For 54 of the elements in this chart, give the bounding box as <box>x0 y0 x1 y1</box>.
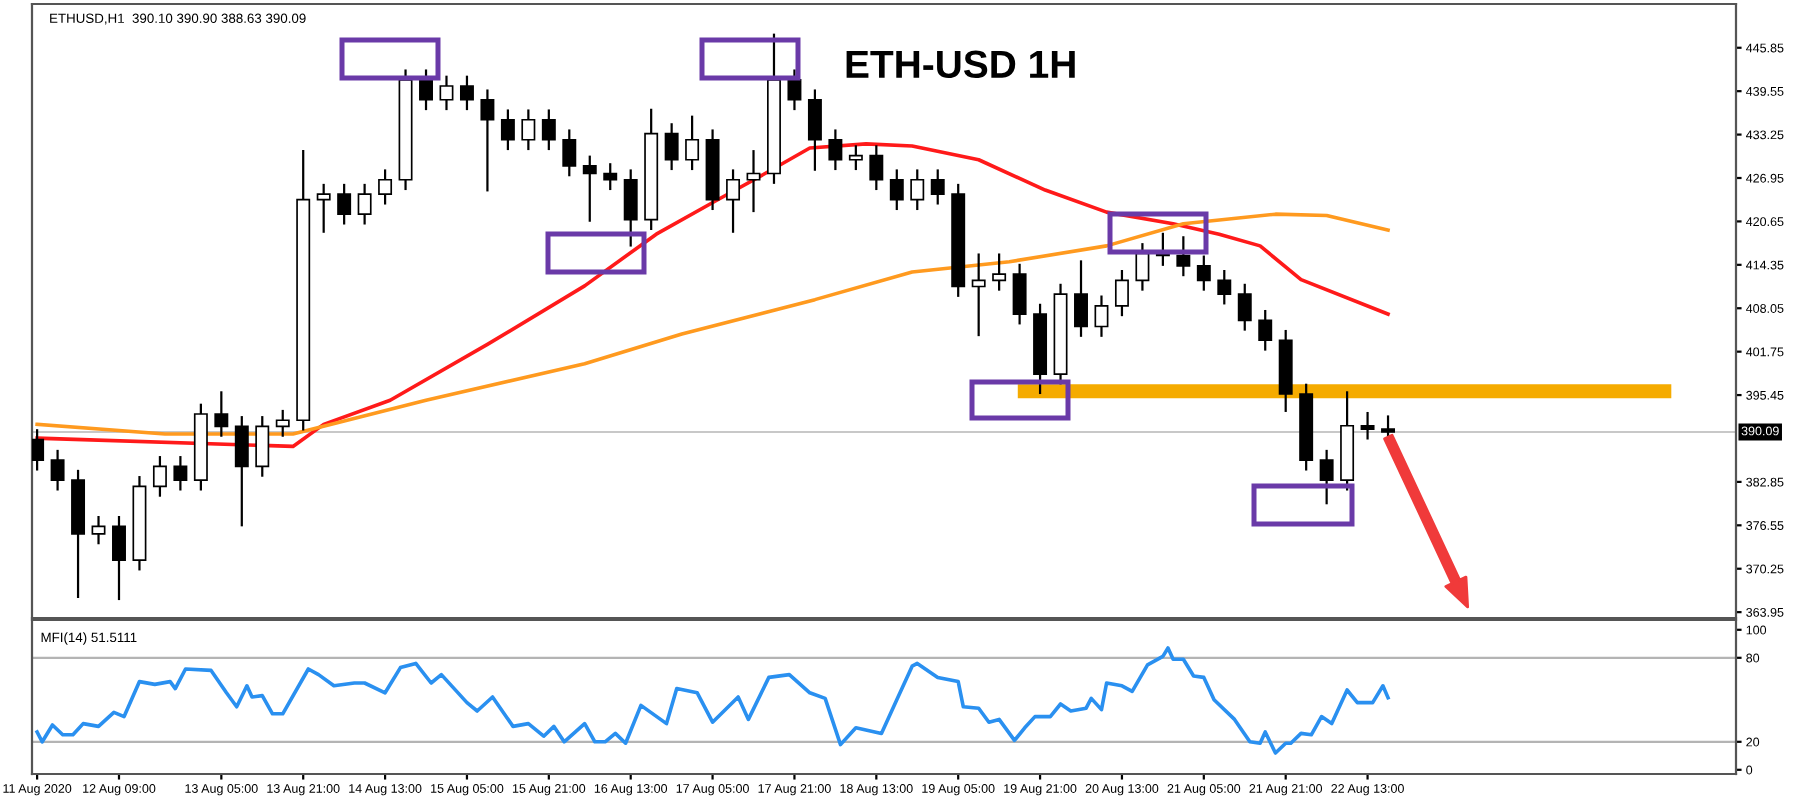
candlestick <box>787 68 802 112</box>
candlestick <box>214 390 229 438</box>
candlestick <box>173 454 188 492</box>
candlestick <box>685 114 700 172</box>
candlestick <box>746 148 761 214</box>
candlestick <box>562 128 577 178</box>
candlestick <box>378 168 393 206</box>
text: ETH-USD 1H <box>846 50 1075 79</box>
line-series <box>35 212 1390 436</box>
candlestick <box>91 514 106 546</box>
candlestick <box>275 408 290 438</box>
candlestick <box>1074 259 1088 338</box>
candlestick <box>807 88 822 172</box>
candlestick <box>112 514 126 602</box>
candlestick <box>32 428 45 472</box>
candlestick <box>521 108 536 152</box>
candlestick <box>439 74 454 112</box>
candlestick <box>1012 262 1027 326</box>
candlestick <box>1360 410 1375 441</box>
candlestick <box>848 144 863 172</box>
candlestick <box>234 414 249 528</box>
candlestick <box>480 88 495 193</box>
candlestick <box>992 252 1007 292</box>
candlestick <box>1114 268 1129 318</box>
candlestick <box>1135 242 1150 292</box>
candlestick <box>726 168 741 234</box>
candlestick <box>152 454 167 498</box>
candlestick <box>664 122 679 172</box>
candlestick <box>419 68 433 112</box>
candlestick <box>500 108 515 152</box>
candlestick <box>1094 294 1109 338</box>
candlestick <box>1258 308 1273 352</box>
candlestick <box>603 162 618 192</box>
candlestick <box>1196 254 1211 292</box>
candlestick <box>582 154 597 223</box>
candlestick <box>623 168 638 248</box>
candlestick <box>459 74 474 112</box>
candlestick <box>930 168 945 206</box>
candlestick <box>828 128 843 172</box>
candlestick <box>889 168 904 212</box>
candlestick <box>357 182 372 226</box>
candlestick <box>1176 235 1191 278</box>
candlestick <box>1319 448 1334 506</box>
candlestick <box>337 182 352 226</box>
candlestick <box>255 414 270 478</box>
candlestick <box>910 168 925 212</box>
candlestick <box>316 182 331 234</box>
candlestick <box>541 108 556 152</box>
candlestick <box>869 144 884 192</box>
candlestick <box>1217 268 1232 306</box>
candlestick <box>971 252 986 338</box>
line-series <box>35 646 1390 755</box>
candlestick <box>1237 282 1252 332</box>
candlestick <box>50 448 65 492</box>
